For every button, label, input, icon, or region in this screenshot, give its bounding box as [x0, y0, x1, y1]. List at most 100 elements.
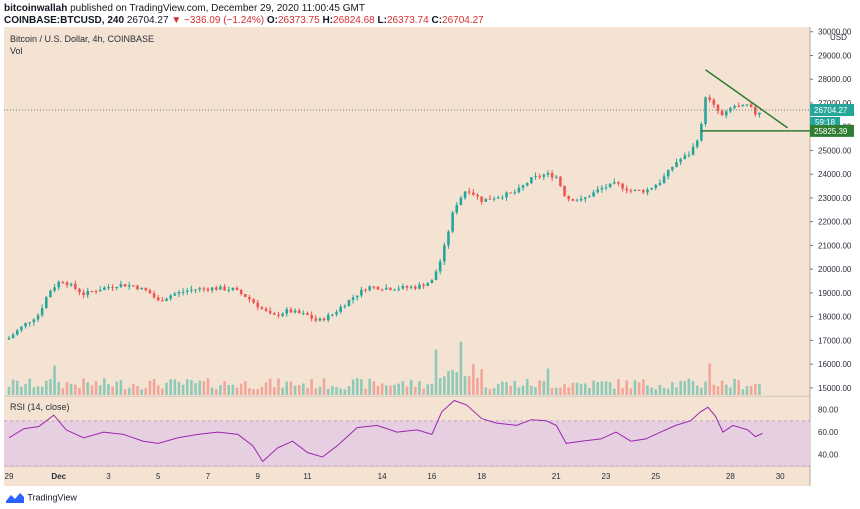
candle-body	[127, 285, 131, 287]
volume-bar	[666, 388, 670, 395]
volume-bar	[695, 385, 699, 395]
volume-bar	[753, 383, 757, 395]
volume-bar	[422, 388, 425, 395]
volume-bar	[496, 383, 500, 395]
volume-bar	[625, 380, 629, 395]
volume-bar	[78, 387, 81, 395]
candle-body	[119, 284, 123, 288]
volume-bar	[82, 378, 85, 395]
candle-body	[724, 111, 728, 116]
volume-bar	[720, 380, 724, 395]
support-price-tag-label: 25825.39	[814, 127, 848, 136]
candle-body	[393, 289, 396, 291]
candle-body	[57, 281, 61, 288]
volume-bar	[451, 370, 454, 395]
volume-bar	[90, 385, 94, 395]
candle-body	[538, 176, 541, 178]
candle-body	[554, 176, 558, 178]
candle-body	[248, 296, 251, 300]
volume-bar	[368, 378, 371, 395]
candle-body	[24, 323, 27, 327]
candle-body	[210, 287, 214, 291]
volume-bar	[252, 389, 255, 395]
volume-bar	[426, 384, 430, 395]
candle-body	[123, 284, 127, 287]
volume-bar	[546, 368, 550, 395]
volume-bar	[530, 385, 533, 395]
candle-body	[409, 286, 413, 288]
volume-bar	[567, 387, 570, 395]
candle-body	[629, 190, 633, 192]
candle-body	[32, 319, 36, 323]
time-tick-label: 30	[776, 472, 785, 481]
volume-bar	[414, 386, 417, 395]
candle-body	[650, 188, 653, 190]
tradingview-brand: TradingView	[27, 492, 77, 503]
volume-bar	[107, 384, 110, 395]
candle-body	[687, 154, 691, 156]
volume-bar	[331, 385, 334, 395]
price-tick-label: 16000.00	[818, 360, 852, 369]
volume-bar	[132, 383, 135, 395]
candle-body	[749, 104, 753, 108]
time-tick-label: 29	[5, 472, 14, 481]
volume-bar	[409, 379, 413, 395]
candle-body	[758, 112, 761, 115]
volume-bar	[98, 385, 102, 395]
volume-bar	[600, 381, 604, 395]
volume-bar	[20, 386, 23, 395]
candle-body	[422, 284, 425, 287]
volume-bar	[571, 382, 575, 395]
candle-body	[455, 205, 459, 213]
candle-body	[542, 174, 546, 177]
candle-body	[621, 183, 624, 189]
volume-bar	[650, 387, 653, 395]
candle-body	[82, 292, 85, 296]
candle-body	[260, 307, 264, 309]
candle-body	[144, 287, 148, 291]
close-label: C:	[431, 15, 443, 26]
author-name[interactable]: bitcoinwallah	[4, 3, 68, 14]
candle-body	[384, 287, 388, 290]
volume-bar	[206, 378, 210, 395]
candle-body	[78, 288, 81, 293]
candle-body	[459, 197, 463, 206]
volume-bar	[347, 385, 351, 395]
volume-bar	[559, 387, 562, 395]
volume-bar	[144, 388, 148, 395]
price-tick-label: 21000.00	[818, 241, 852, 250]
tradingview-logo[interactable]: TradingView	[5, 492, 77, 504]
candle-body	[447, 231, 450, 246]
volume-bar	[534, 387, 537, 395]
volume-bar	[127, 387, 131, 395]
candle-body	[148, 290, 152, 294]
candle-body	[546, 173, 550, 175]
candle-body	[745, 104, 749, 106]
volume-bar	[119, 380, 123, 395]
high-label: H:	[322, 15, 334, 26]
candle-body	[364, 289, 367, 291]
candle-body	[525, 183, 529, 186]
volume-bar	[380, 383, 384, 395]
candle-body	[600, 187, 604, 190]
symbol-line: COINBASE:BTCUSD, 240 26704.27 ▼ −336.09 …	[4, 15, 484, 26]
candle-body	[662, 176, 666, 184]
candle-body	[671, 166, 674, 170]
candle-body	[107, 287, 110, 289]
time-axis-background	[4, 466, 810, 486]
volume-bar	[463, 376, 467, 395]
descending-trendline	[705, 69, 789, 129]
volume-bar	[480, 369, 483, 395]
candle-body	[231, 287, 235, 290]
candle-body	[467, 191, 471, 193]
price-tick-label: 23000.00	[818, 194, 852, 203]
support-price-tag: 25825.39	[810, 124, 854, 137]
countdown-tag-label: 59:18	[815, 118, 836, 127]
volume-bar	[152, 378, 156, 395]
volume-bar	[521, 385, 525, 395]
volume-bar	[758, 383, 761, 395]
candle-body	[223, 286, 226, 291]
volume-bar	[484, 387, 488, 395]
candle-body	[418, 284, 421, 289]
